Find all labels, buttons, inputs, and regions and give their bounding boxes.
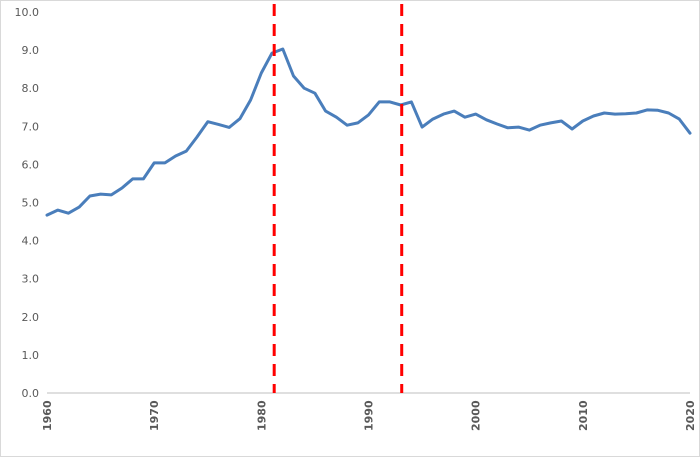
x-axis: 1960 1970 1980 1990 2000 2010 2020 xyxy=(41,400,697,431)
reference-lines xyxy=(272,4,404,393)
x-tick-label: 1960 xyxy=(41,400,54,431)
y-axis: 0.0 1.0 2.0 3.0 4.0 5.0 6.0 7.0 8.0 9.0 10.0 xyxy=(15,6,40,400)
x-tick-label: 1990 xyxy=(363,400,376,431)
y-tick-label: 8.0 xyxy=(22,82,40,95)
y-tick-label: 0.0 xyxy=(22,387,40,400)
x-tick-label: 1980 xyxy=(255,400,268,431)
y-tick-label: 6.0 xyxy=(22,158,40,171)
y-tick-label: 2.0 xyxy=(22,311,40,324)
x-tick-label: 1970 xyxy=(148,400,161,431)
y-tick-label: 3.0 xyxy=(22,273,40,286)
x-tick-label: 2020 xyxy=(684,400,697,431)
y-tick-label: 5.0 xyxy=(22,197,40,210)
x-tick-label: 2000 xyxy=(470,400,483,431)
y-tick-label: 9.0 xyxy=(22,44,40,57)
series-group xyxy=(45,47,692,217)
y-tick-label: 4.0 xyxy=(22,235,40,248)
y-tick-label: 1.0 xyxy=(22,349,40,362)
x-tick-label: 2010 xyxy=(577,400,590,431)
y-tick-label: 10.0 xyxy=(15,6,40,19)
y-tick-label: 7.0 xyxy=(22,120,40,133)
